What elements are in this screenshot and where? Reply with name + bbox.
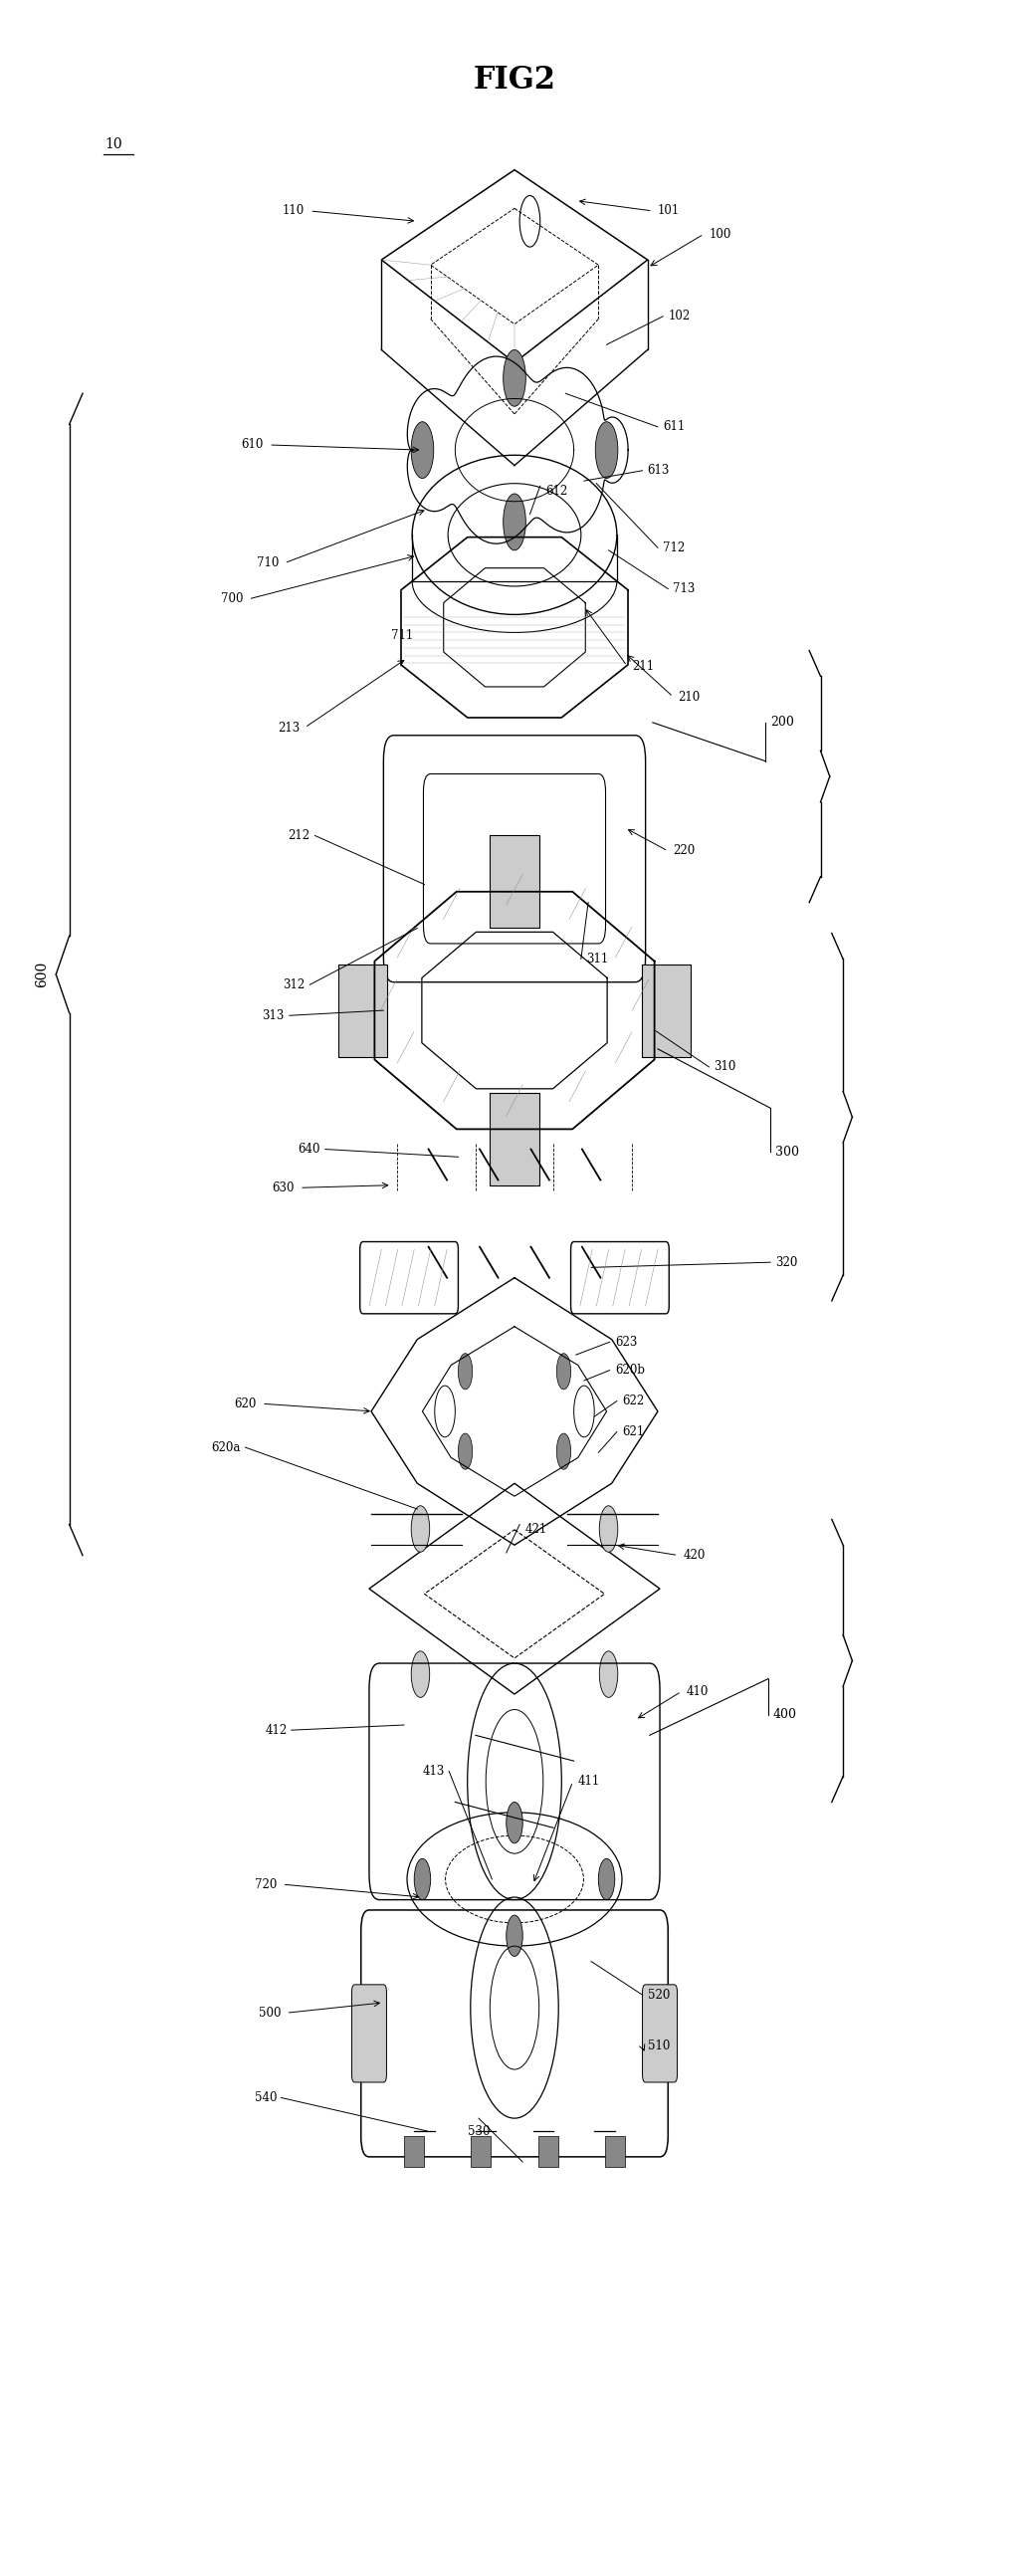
- Text: 400: 400: [773, 1708, 796, 1721]
- Text: 620: 620: [235, 1396, 256, 1409]
- Text: 411: 411: [578, 1775, 600, 1788]
- Text: 300: 300: [776, 1146, 800, 1159]
- Text: 622: 622: [622, 1394, 644, 1406]
- Text: 312: 312: [283, 979, 305, 992]
- Text: 102: 102: [668, 309, 690, 322]
- Text: 212: 212: [288, 829, 310, 842]
- Text: 720: 720: [255, 1878, 277, 1891]
- Text: 510: 510: [647, 2040, 670, 2053]
- Text: 213: 213: [278, 721, 299, 734]
- Text: 713: 713: [673, 582, 696, 595]
- Circle shape: [557, 1352, 571, 1388]
- Bar: [490, 835, 539, 927]
- Text: 311: 311: [587, 953, 608, 966]
- Circle shape: [458, 1352, 472, 1388]
- Text: 611: 611: [663, 420, 685, 433]
- Bar: [404, 2136, 424, 2166]
- Text: 610: 610: [242, 438, 263, 451]
- Circle shape: [503, 350, 526, 407]
- Circle shape: [596, 422, 617, 479]
- Circle shape: [412, 1507, 430, 1551]
- Text: 613: 613: [647, 464, 670, 477]
- FancyBboxPatch shape: [352, 1984, 387, 2081]
- Text: 530: 530: [467, 2125, 490, 2138]
- Text: 200: 200: [771, 716, 794, 729]
- Text: 220: 220: [673, 845, 696, 858]
- Circle shape: [599, 1860, 614, 1899]
- Bar: [538, 2136, 559, 2166]
- Text: 620b: 620b: [614, 1363, 644, 1376]
- Circle shape: [506, 1803, 523, 1844]
- Circle shape: [503, 495, 526, 551]
- Bar: [641, 963, 690, 1056]
- Bar: [605, 2136, 625, 2166]
- Text: 623: 623: [614, 1334, 637, 1347]
- Text: 612: 612: [545, 484, 567, 497]
- Text: 10: 10: [105, 137, 122, 152]
- Text: 420: 420: [683, 1548, 706, 1561]
- Text: 211: 211: [632, 659, 654, 672]
- Text: 640: 640: [297, 1144, 320, 1157]
- Text: 313: 313: [262, 1010, 284, 1023]
- Circle shape: [506, 1914, 523, 1955]
- Text: 110: 110: [283, 204, 305, 216]
- Text: 421: 421: [525, 1522, 546, 1535]
- Text: 712: 712: [663, 541, 685, 554]
- Text: FIG2: FIG2: [473, 64, 556, 95]
- Text: 711: 711: [391, 629, 413, 641]
- Circle shape: [599, 1507, 617, 1551]
- Bar: [339, 963, 388, 1056]
- Text: 320: 320: [776, 1257, 797, 1270]
- Text: 630: 630: [272, 1182, 294, 1195]
- Text: 101: 101: [658, 204, 680, 216]
- Text: 520: 520: [647, 1989, 670, 2002]
- Bar: [470, 2136, 491, 2166]
- Text: 620a: 620a: [211, 1440, 240, 1453]
- Text: 500: 500: [258, 2007, 281, 2020]
- FancyBboxPatch shape: [642, 1984, 677, 2081]
- Circle shape: [415, 1860, 430, 1899]
- Circle shape: [599, 1651, 617, 1698]
- Bar: [490, 1092, 539, 1185]
- Text: 600: 600: [35, 961, 48, 987]
- Text: 410: 410: [686, 1685, 709, 1698]
- Circle shape: [412, 1651, 430, 1698]
- Text: 412: 412: [265, 1723, 287, 1736]
- Circle shape: [557, 1432, 571, 1468]
- Text: 100: 100: [709, 227, 732, 240]
- Circle shape: [458, 1432, 472, 1468]
- Text: 710: 710: [257, 556, 279, 569]
- Text: 700: 700: [221, 592, 243, 605]
- Text: 310: 310: [714, 1061, 737, 1074]
- Circle shape: [412, 422, 433, 479]
- Text: 540: 540: [254, 2092, 277, 2105]
- Text: 210: 210: [678, 690, 701, 703]
- Text: 413: 413: [423, 1765, 445, 1777]
- Text: 621: 621: [622, 1425, 644, 1437]
